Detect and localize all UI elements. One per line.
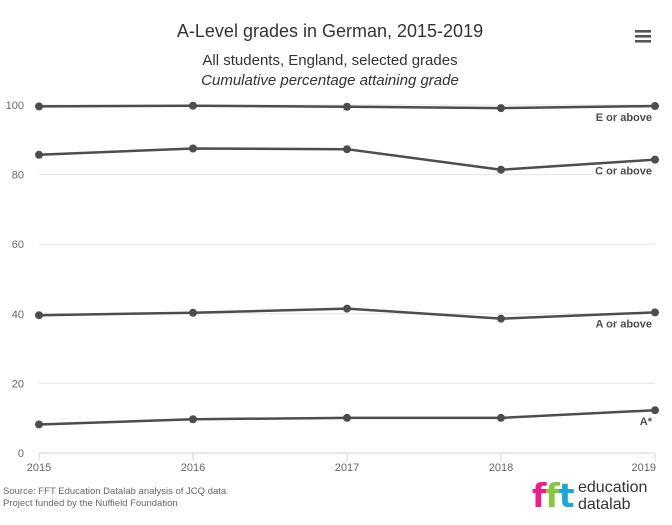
data-point[interactable]: [35, 150, 43, 159]
axes: 0 20 40 60 80 100 2015 2016 2017 2018 2019: [6, 100, 656, 474]
logo-wordmark: education datalab: [578, 479, 647, 513]
series-end-label: A*: [640, 416, 653, 428]
chart-title: A-Level grades in German, 2015-2019: [176, 21, 484, 41]
series-1[interactable]: C or above: [35, 144, 659, 179]
x-tick-label: 2017: [335, 462, 359, 474]
data-point[interactable]: [651, 308, 659, 317]
y-tick-label: 0: [18, 448, 24, 460]
data-point[interactable]: [497, 165, 505, 174]
data-point[interactable]: [497, 413, 505, 422]
series-end-label: E or above: [596, 112, 652, 124]
data-point[interactable]: [651, 155, 659, 164]
data-point[interactable]: [343, 413, 351, 422]
y-tick-label: 100: [6, 100, 24, 112]
series-0[interactable]: E or above: [35, 101, 659, 126]
y-tick-label: 80: [12, 170, 24, 182]
series-end-label: C or above: [595, 166, 652, 178]
x-tick-label: 2015: [27, 462, 51, 474]
data-point[interactable]: [189, 144, 197, 153]
data-point[interactable]: [35, 102, 43, 111]
chart-footer: Source: FFT Education Datalab analysis o…: [3, 486, 226, 510]
source-note: Source: FFT Education Datalab analysis o…: [3, 486, 227, 497]
data-point[interactable]: [343, 304, 351, 313]
data-point[interactable]: [35, 420, 43, 429]
hamburger-menu-icon[interactable]: [628, 24, 656, 48]
data-point[interactable]: [497, 104, 505, 113]
data-point[interactable]: [343, 145, 351, 154]
data-point[interactable]: [35, 311, 43, 320]
logo-word-1: education: [578, 479, 648, 496]
series-group: E or above C or above A or above A*: [35, 101, 659, 430]
y-tick-label: 40: [12, 309, 24, 321]
subtitle-line-2: Cumulative percentage attaining grade: [201, 72, 459, 89]
line-chart: 0 20 40 60 80 100 2015 2016 2017 2018 2019 E or ab…: [6, 100, 659, 474]
y-tick-label: 60: [12, 239, 24, 251]
x-tick-label: 2018: [489, 462, 513, 474]
data-point[interactable]: [343, 102, 351, 111]
y-tick-label: 20: [12, 378, 24, 390]
x-tick-label: 2019: [632, 462, 656, 474]
datalab-logo[interactable]: fft education datalab: [532, 478, 667, 514]
subtitle-line-1: All students, England, selected grades: [202, 52, 458, 69]
logo-mark: fft: [532, 476, 574, 515]
data-point[interactable]: [189, 101, 197, 110]
data-point[interactable]: [651, 406, 659, 415]
series-3[interactable]: A*: [35, 406, 659, 430]
logo-word-2: datalab: [578, 496, 631, 513]
data-point[interactable]: [651, 102, 659, 111]
series-2[interactable]: A or above: [35, 304, 659, 332]
data-point[interactable]: [497, 314, 505, 323]
data-point[interactable]: [189, 308, 197, 317]
series-end-label: A or above: [596, 318, 652, 330]
chart-subtitle: All students, England, selected grades C…: [0, 51, 660, 91]
funding-note: Project funded by the Nuffield Foundatio…: [3, 498, 178, 509]
x-tick-label: 2016: [181, 462, 205, 474]
data-point[interactable]: [189, 415, 197, 424]
